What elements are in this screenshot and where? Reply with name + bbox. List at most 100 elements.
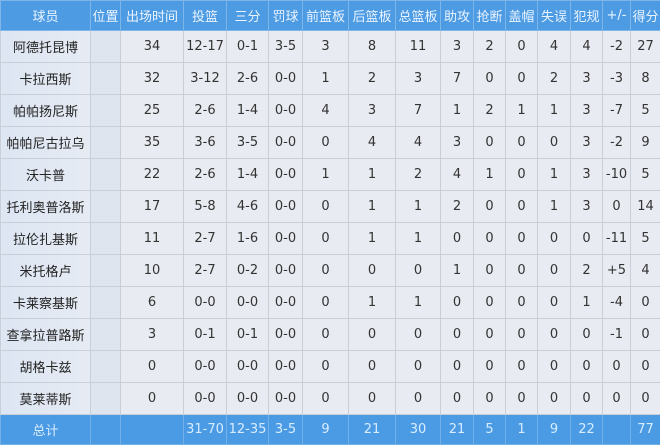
stat-cell: -7 <box>603 95 631 127</box>
player-name[interactable]: 拉伦扎基斯 <box>1 223 91 255</box>
column-header[interactable]: 罚球 <box>269 1 303 31</box>
stat-cell: 0 <box>303 287 349 319</box>
player-name[interactable]: 查拿拉普路斯 <box>1 319 91 351</box>
stat-cell: 0 <box>303 223 349 255</box>
stat-cell: 0 <box>506 351 538 383</box>
stat-cell: 32 <box>121 63 184 95</box>
player-name[interactable]: 沃卡普 <box>1 159 91 191</box>
stat-cell: 2 <box>474 95 506 127</box>
stat-cell: 0 <box>506 63 538 95</box>
total-cell: 31-70 <box>184 415 227 445</box>
player-name[interactable]: 阿德托昆博 <box>1 31 91 63</box>
stat-cell: 0 <box>538 351 571 383</box>
stat-cell: 0 <box>474 287 506 319</box>
stat-cell: 0 <box>506 319 538 351</box>
stat-cell: 0 <box>349 383 396 415</box>
stat-cell: 1 <box>303 159 349 191</box>
column-header[interactable]: 助攻 <box>441 1 474 31</box>
player-name[interactable]: 卡拉西斯 <box>1 63 91 95</box>
stat-cell: 0 <box>396 351 441 383</box>
stat-cell: 35 <box>121 127 184 159</box>
column-header[interactable]: 位置 <box>91 1 121 31</box>
total-cell <box>121 415 184 445</box>
player-name[interactable]: 莫莱蒂斯 <box>1 383 91 415</box>
stat-cell: 1 <box>349 287 396 319</box>
column-header[interactable]: 投篮 <box>184 1 227 31</box>
stat-cell: 8 <box>631 63 660 95</box>
column-header[interactable]: 球员 <box>1 1 91 31</box>
stat-cell: 4 <box>538 31 571 63</box>
stat-cell: 0-0 <box>269 127 303 159</box>
stat-cell <box>91 31 121 63</box>
player-name[interactable]: 卡莱察基斯 <box>1 287 91 319</box>
stat-cell: 0 <box>506 127 538 159</box>
player-name[interactable]: 托利奥普洛斯 <box>1 191 91 223</box>
stat-cell: 0-2 <box>227 255 269 287</box>
stat-cell: 3-5 <box>269 31 303 63</box>
total-cell: 77 <box>631 415 660 445</box>
column-header[interactable]: 总篮板 <box>396 1 441 31</box>
stat-cell: 2 <box>474 31 506 63</box>
stat-cell <box>91 255 121 287</box>
stat-cell: 5 <box>631 223 660 255</box>
stat-cell: +5 <box>603 255 631 287</box>
stat-cell: 0 <box>474 191 506 223</box>
stat-cell: 2 <box>396 159 441 191</box>
stat-cell: 0 <box>631 319 660 351</box>
stat-cell: 0-0 <box>227 383 269 415</box>
stat-cell: 0 <box>474 383 506 415</box>
stat-cell: 0 <box>571 383 603 415</box>
column-header[interactable]: 出场时间 <box>121 1 184 31</box>
stat-cell: 1-4 <box>227 95 269 127</box>
stat-cell <box>91 95 121 127</box>
column-header[interactable]: 抢断 <box>474 1 506 31</box>
stat-cell <box>91 319 121 351</box>
column-header[interactable]: +/- <box>603 1 631 31</box>
stat-cell: -4 <box>603 287 631 319</box>
column-header[interactable]: 失误 <box>538 1 571 31</box>
stat-cell: 1-4 <box>227 159 269 191</box>
column-header[interactable]: 后篮板 <box>349 1 396 31</box>
stat-cell: 2-7 <box>184 255 227 287</box>
column-header[interactable]: 盖帽 <box>506 1 538 31</box>
column-header[interactable]: 得分 <box>631 1 660 31</box>
stat-cell: 0 <box>474 255 506 287</box>
stat-cell: 0 <box>538 383 571 415</box>
stat-cell: 1 <box>474 159 506 191</box>
column-header[interactable]: 犯规 <box>571 1 603 31</box>
stat-cell: 1-6 <box>227 223 269 255</box>
stat-cell: 11 <box>121 223 184 255</box>
column-header[interactable]: 前篮板 <box>303 1 349 31</box>
player-name[interactable]: 米托格卢 <box>1 255 91 287</box>
player-name[interactable]: 帕帕扬尼斯 <box>1 95 91 127</box>
stat-cell: 11 <box>396 31 441 63</box>
stat-cell: 0 <box>571 319 603 351</box>
player-name[interactable]: 帕帕尼古拉乌 <box>1 127 91 159</box>
stat-cell: 0-0 <box>184 287 227 319</box>
stat-cell: 0-0 <box>269 95 303 127</box>
stat-cell: 0 <box>506 191 538 223</box>
stat-cell: 0 <box>396 255 441 287</box>
stat-cell: 0 <box>538 319 571 351</box>
stat-cell: 0 <box>396 319 441 351</box>
stat-cell: 4 <box>396 127 441 159</box>
total-cell: 3-5 <box>269 415 303 445</box>
stat-cell: 0 <box>349 255 396 287</box>
stat-cell: 4-6 <box>227 191 269 223</box>
stat-cell: 25 <box>121 95 184 127</box>
stat-cell: 8 <box>349 31 396 63</box>
stat-cell: 3 <box>571 63 603 95</box>
player-name[interactable]: 胡格卡兹 <box>1 351 91 383</box>
stat-cell: 0 <box>571 223 603 255</box>
stat-cell: 0-1 <box>227 319 269 351</box>
stat-cell: 0 <box>506 223 538 255</box>
column-header[interactable]: 三分 <box>227 1 269 31</box>
stat-cell: 4 <box>349 127 396 159</box>
stat-cell: 5 <box>631 159 660 191</box>
